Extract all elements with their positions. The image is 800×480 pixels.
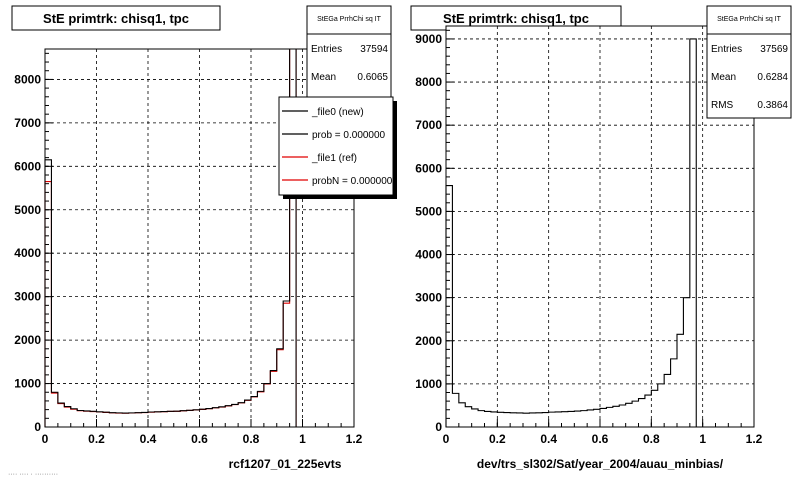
left-x-tick-label-2: 0.4 <box>140 432 157 446</box>
left-y-tick-label-0: 0 <box>34 420 41 434</box>
right-title: StE primtrk: chisq1, tpc <box>443 11 589 26</box>
right-y-tick-label-6: 6000 <box>415 161 442 175</box>
left-x-tick-label-3: 0.6 <box>191 432 208 446</box>
left-y-tick-label-4: 4000 <box>14 246 41 260</box>
right-y-tick-label-8: 8000 <box>415 75 442 89</box>
left-x-tick-label-1: 0.2 <box>88 432 105 446</box>
left-stats-mean-value: 0.6065 <box>357 72 388 83</box>
right-y-tick-label-7: 7000 <box>415 118 442 132</box>
right-y-tick-label-4: 4000 <box>415 248 442 262</box>
right-x-tick-label-0: 0 <box>443 432 450 446</box>
left-x-tick-label-6: 1.2 <box>346 432 363 446</box>
right-x-tick-label-5: 1 <box>699 432 706 446</box>
legend-entry-prob: prob = 0.000000 <box>312 130 386 141</box>
right-stats-box: StEGa PrrhChi sq IT Entries 37569 Mean 0… <box>706 5 792 119</box>
right-stats-entries-label: Entries <box>711 44 742 55</box>
right-stats-rms-label: RMS <box>711 100 734 111</box>
left-y-tick-label-6: 6000 <box>14 159 41 173</box>
left-legend: _file0 (new) prob = 0.000000 _file1 (ref… <box>278 96 397 199</box>
footer-text: ···· ···· · ·········· <box>8 471 58 478</box>
left-stats-mean-label: Mean <box>311 72 336 83</box>
right-y-tick-label-3: 3000 <box>415 291 442 305</box>
left-x-tick-label-4: 0.8 <box>243 432 260 446</box>
left-stats-entries-label: Entries <box>311 44 342 55</box>
left-y-tick-label-8: 8000 <box>14 72 41 86</box>
right-y-tick-label-9: 9000 <box>415 32 442 46</box>
left-y-tick-label-5: 5000 <box>14 203 41 217</box>
left-y-tick-label-7: 7000 <box>14 116 41 130</box>
right-stats-name: StEGa PrrhChi sq IT <box>717 16 782 23</box>
right-x-tick-label-3: 0.6 <box>592 432 609 446</box>
right-stats-entries-value: 37569 <box>760 44 788 55</box>
left-stats-name: StEGa PrrhChi sq IT <box>317 16 382 23</box>
left-series-0 <box>44 48 309 428</box>
right-stats-mean-label: Mean <box>711 72 736 83</box>
right-plot-area: 0 1000 2000 3000 4000 5000 6000 7000 8000 9000 0 0.… <box>415 25 763 446</box>
left-x-tick-label-0: 0 <box>42 432 49 446</box>
legend-entry-probn: probN = 0.000000 <box>312 176 393 187</box>
right-x-tick-label-1: 0.2 <box>489 432 506 446</box>
right-series-0 <box>445 38 710 428</box>
right-y-tick-label-5: 5000 <box>415 204 442 218</box>
left-y-tick-label-2: 2000 <box>14 333 41 347</box>
left-y-tick-label-3: 3000 <box>14 290 41 304</box>
right-x-tick-label-4: 0.8 <box>643 432 660 446</box>
legend-entry-new: _file0 (new) <box>311 107 364 118</box>
left-x-tick-label-5: 1 <box>299 432 306 446</box>
legend-entry-ref: _file1 (ref) <box>311 153 357 164</box>
left-stats-entries-value: 37594 <box>360 44 388 55</box>
left-y-tick-label-1: 1000 <box>14 377 41 391</box>
right-y-tick-label-1: 1000 <box>415 377 442 391</box>
right-x-tick-label-6: 1.2 <box>746 432 763 446</box>
right-stats-rms-value: 0.3864 <box>757 100 788 111</box>
left-title: StE primtrk: chisq1, tpc <box>43 11 189 26</box>
right-y-tick-label-0: 0 <box>435 420 442 434</box>
left-x-axis-label: rcf1207_01_225evts <box>229 457 342 471</box>
right-x-tick-label-2: 0.4 <box>540 432 557 446</box>
right-y-tick-label-2: 2000 <box>415 334 442 348</box>
right-panel: StE primtrk: chisq1, tpc 0 1000 2000 3000 40… <box>410 5 792 471</box>
right-x-axis-label: dev/trs_sl302/Sat/year_2004/auau_minbias… <box>477 457 724 471</box>
right-stats-mean-value: 0.6284 <box>757 72 788 83</box>
left-panel: StE primtrk: chisq1, tpc 0 1000 2000 3000 40… <box>11 5 397 471</box>
left-title-box <box>11 5 221 31</box>
